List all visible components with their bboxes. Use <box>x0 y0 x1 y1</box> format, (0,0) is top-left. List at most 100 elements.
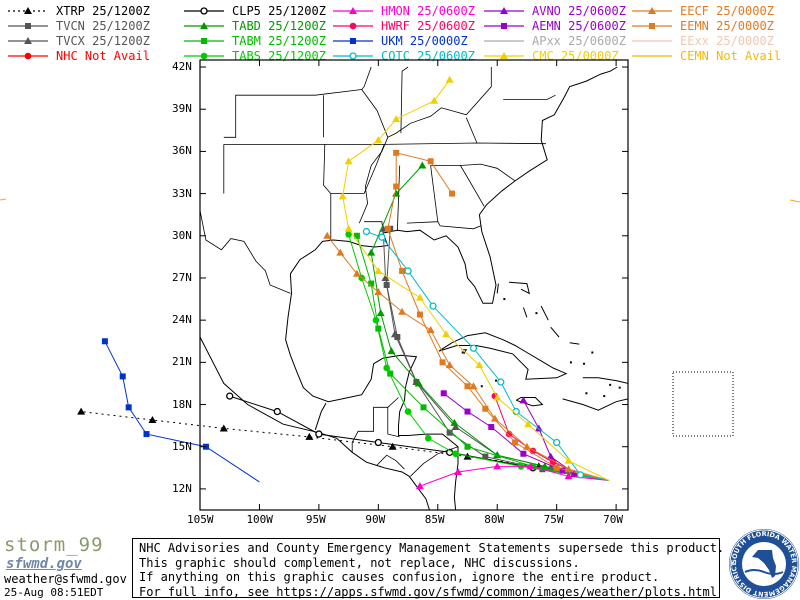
coastline <box>509 281 531 295</box>
island <box>603 395 606 398</box>
track-ukm <box>104 341 260 483</box>
legend-label: CLP5 25/1200Z <box>232 4 326 18</box>
track-point-cotc <box>553 438 561 447</box>
issue-time: 25-Aug 08:51EDT <box>4 586 104 599</box>
coastline <box>540 305 549 321</box>
legend-swatch <box>8 23 48 29</box>
legend-swatch <box>484 40 524 42</box>
model-tracks <box>77 75 610 490</box>
island <box>503 298 506 301</box>
longitude-label: 75W <box>543 513 564 526</box>
track-point-tabd <box>367 248 376 256</box>
track-point-eecf <box>469 382 478 390</box>
track-point-xtrp <box>148 416 157 423</box>
track-point-cmc <box>338 192 347 200</box>
legend-marker <box>350 38 356 44</box>
track-point-eemn <box>416 311 423 318</box>
state-border <box>376 454 405 470</box>
track-point-ukm <box>119 373 126 380</box>
legend-marker <box>200 7 208 15</box>
track-point-xtrp <box>77 407 86 415</box>
track-point-avno <box>519 396 528 404</box>
track-point-eemn <box>464 383 471 390</box>
island <box>583 362 586 365</box>
coastline <box>496 283 499 294</box>
track-point-aemn <box>488 424 495 431</box>
island <box>663 401 665 403</box>
offpanel-track-stub <box>789 199 800 203</box>
track-point-tvcx <box>390 330 399 338</box>
track-point-xtrp <box>219 424 228 432</box>
legend-swatch <box>632 55 672 57</box>
legend-label: TVCN 25/1200Z <box>56 19 150 33</box>
legend-marker <box>24 7 32 14</box>
longitude-label: 95W <box>305 513 326 526</box>
island <box>535 312 538 315</box>
track-point-tvcx <box>381 273 390 281</box>
legend-marker <box>349 7 357 14</box>
contact-email: weather@sfwmd.gov <box>4 572 127 586</box>
track-point-tvcn <box>446 429 453 436</box>
track-point-eecf <box>323 231 332 239</box>
legend-label: APxx 25/0600Z <box>532 34 626 48</box>
sfwmd-seal-icon: SOUTH FLORIDA WATER MANAGEMENT DISTRICT <box>729 529 799 599</box>
coastline <box>562 398 628 411</box>
track-point-tabm <box>353 232 360 239</box>
track-point-cmc <box>374 266 383 274</box>
legend-marker <box>349 52 357 60</box>
coastline <box>550 326 560 338</box>
legend-marker <box>501 23 507 29</box>
track-point-eecf <box>336 248 345 256</box>
legend-swatch <box>632 7 672 14</box>
track-point-eemn <box>512 439 519 446</box>
track-point-tabs <box>383 364 390 372</box>
legend-label: NHC Not Avail <box>56 49 150 63</box>
latitude-label: 18N <box>172 397 192 411</box>
track-point-eecf <box>398 307 407 315</box>
island <box>569 361 572 364</box>
track-point-cotc <box>429 302 437 310</box>
track-point-tabs <box>452 450 459 458</box>
legend-marker <box>200 52 208 60</box>
disclaimer-line: If anything on this graphic causes confu… <box>139 570 660 584</box>
map-frame <box>199 59 629 511</box>
legend-swatch <box>333 7 373 14</box>
track-point-eemn <box>393 149 400 156</box>
coastline <box>200 336 430 510</box>
legend-swatch <box>632 40 672 42</box>
legend-marker <box>349 22 357 30</box>
track-point-ukm <box>143 431 150 438</box>
legend-swatch <box>333 52 373 60</box>
track-point-aemn <box>464 408 471 415</box>
coastline <box>569 342 580 345</box>
track-point-tabm <box>529 463 536 470</box>
legend-label: HMON 25/0600Z <box>381 4 475 18</box>
track-point-tabd <box>387 347 396 355</box>
offpanel-track-stub <box>0 198 7 201</box>
disclaimer-line: This graphic should complement, not repl… <box>139 555 580 570</box>
track-point-clp5 <box>226 392 234 400</box>
legend-swatch <box>8 52 48 60</box>
state-border <box>397 165 401 231</box>
state-border <box>437 221 481 230</box>
track-point-eemn <box>427 158 434 165</box>
island <box>495 379 498 382</box>
track-point-cmc <box>524 420 533 428</box>
longitude-label: 105W <box>187 513 214 526</box>
state-border <box>400 66 409 134</box>
legend-swatch <box>632 23 672 29</box>
track-point-tabd <box>450 418 459 426</box>
track-point-clp5 <box>315 430 323 438</box>
track-point-aemn <box>520 450 527 457</box>
state-border <box>223 89 362 138</box>
longitude-label: 70W <box>603 513 623 526</box>
latitude-label: 15N <box>172 439 192 453</box>
legend-swatch <box>8 7 48 14</box>
legend-marker <box>201 38 207 44</box>
legend-marker <box>24 52 32 60</box>
track-point-tabs <box>372 316 380 324</box>
legend-marker <box>648 7 656 14</box>
legend-label: EECF 25/0000Z <box>680 4 774 18</box>
track-point-hmon <box>453 468 462 476</box>
track-point-eemn <box>449 190 456 197</box>
